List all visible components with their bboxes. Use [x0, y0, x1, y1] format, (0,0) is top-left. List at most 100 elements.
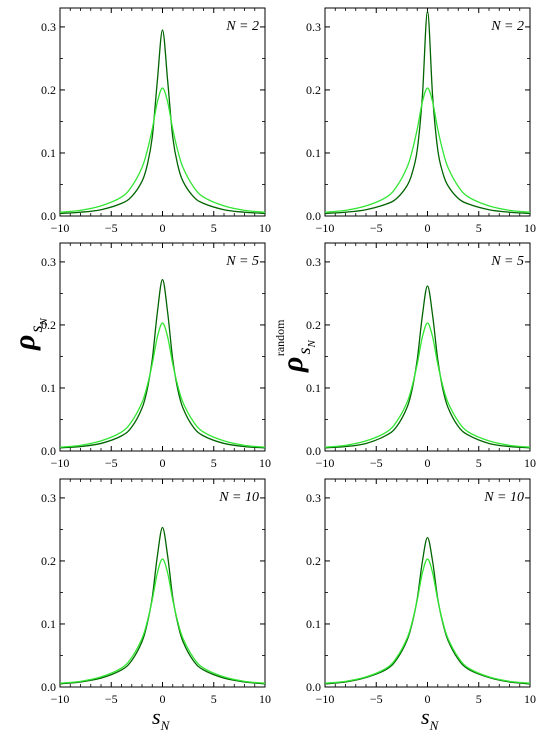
x-tick-label: −5 — [370, 221, 383, 235]
y-tick-label: 0.0 — [306, 680, 321, 694]
chart-panel-left-1: −10 −5 0 5 10 0.0 0.1 0.2 0.3 N = 2 — [41, 7, 271, 235]
x-tick-label: 5 — [211, 221, 217, 235]
x-tick-label: −10 — [316, 692, 335, 706]
x-tick-label: 5 — [211, 692, 217, 706]
y-tick-label: 0.1 — [41, 146, 56, 160]
left-x-axis-title-n: N — [160, 718, 171, 733]
y-tick-label: 0.0 — [306, 444, 321, 458]
y-tick-label: 0.3 — [41, 20, 56, 34]
right-x-axis-title-s: s — [421, 704, 430, 729]
plot-frame — [59, 7, 266, 217]
series-line-dark — [325, 536, 530, 685]
y-tick-label: 0.2 — [41, 83, 56, 97]
plot-frame — [324, 242, 531, 452]
y-tick-label: 0.0 — [41, 444, 56, 458]
y-tick-label: 0.2 — [41, 318, 56, 332]
x-tick-label: −5 — [105, 692, 118, 706]
chart-panel-right-3: −10 −5 0 5 10 0.0 0.1 0.2 0.3 N = 10 — [306, 478, 536, 706]
x-tick-label: 5 — [476, 692, 482, 706]
right-y-axis-title-s: s — [294, 348, 314, 355]
series-line-dark — [60, 526, 265, 685]
y-tick-label: 0.2 — [306, 318, 321, 332]
left-y-axis-title: ρsN — [8, 318, 50, 351]
left-x-axis-title-s: s — [152, 704, 161, 729]
panel-annotation: N = 10 — [483, 490, 524, 505]
y-tick-label: 0.2 — [306, 83, 321, 97]
y-tick-label: 0.1 — [306, 381, 321, 395]
x-tick-label: 0 — [425, 221, 431, 235]
x-tick-label: 10 — [524, 692, 536, 706]
x-tick-label: 10 — [524, 456, 536, 470]
series-line-dark — [325, 10, 530, 215]
y-tick-label: 0.1 — [41, 617, 56, 631]
series-line-light — [325, 87, 530, 213]
left-y-axis-title-n: N — [38, 318, 50, 327]
series-line-light — [325, 322, 530, 448]
series-line-dark — [60, 278, 265, 449]
chart-panel-right-2: −10 −5 0 5 10 0.0 0.1 0.2 0.3 N = 5 — [306, 242, 536, 470]
right-x-axis-title-n: N — [429, 718, 440, 733]
left-y-axis-title-s: s — [26, 326, 46, 333]
plot-frame — [59, 242, 266, 452]
x-tick-label: −5 — [105, 221, 118, 235]
y-tick-label: 0.3 — [306, 255, 321, 269]
right-x-axis-title: sN — [421, 704, 440, 733]
chart-panel-right-1: −10 −5 0 5 10 0.0 0.1 0.2 0.3 N = 2 — [306, 7, 536, 235]
y-tick-label: 0.3 — [306, 20, 321, 34]
series-line-light — [325, 558, 530, 684]
series-line-light — [60, 558, 265, 684]
x-tick-label: 10 — [259, 221, 271, 235]
y-tick-label: 0.0 — [306, 209, 321, 223]
x-tick-label: −10 — [51, 692, 70, 706]
plot-frame — [59, 478, 266, 688]
x-tick-label: 0 — [160, 692, 166, 706]
x-tick-label: 10 — [259, 692, 271, 706]
series-line-dark — [60, 29, 265, 215]
x-tick-label: 0 — [425, 692, 431, 706]
chart-panel-left-2: −10 −5 0 5 10 0.0 0.1 0.2 0.3 N = 5 — [41, 242, 271, 470]
y-tick-label: 0.3 — [306, 491, 321, 505]
series-line-light — [60, 322, 265, 448]
y-tick-label: 0.3 — [41, 255, 56, 269]
series-line-light — [60, 87, 265, 213]
x-tick-label: −5 — [370, 692, 383, 706]
panel-annotation: N = 5 — [225, 254, 259, 269]
panel-annotation: N = 2 — [225, 19, 259, 34]
right-y-axis-title: ρsNrandom — [273, 319, 318, 373]
chart-panels: −10 −5 0 5 10 0.0 0.1 0.2 0.3 N = 2 −10 −5 0 5 10 0.0 0.… — [41, 7, 536, 706]
x-tick-label: 5 — [476, 221, 482, 235]
x-tick-label: −5 — [105, 456, 118, 470]
x-tick-label: −10 — [316, 456, 335, 470]
x-tick-label: 0 — [425, 456, 431, 470]
panel-annotation: N = 10 — [218, 490, 259, 505]
x-tick-label: −10 — [51, 456, 70, 470]
left-x-axis-title: sN — [152, 704, 171, 733]
y-tick-label: 0.3 — [41, 491, 56, 505]
x-tick-label: 5 — [211, 456, 217, 470]
y-tick-label: 0.2 — [41, 554, 56, 568]
x-tick-label: −10 — [316, 221, 335, 235]
x-tick-label: −5 — [370, 456, 383, 470]
chart-panel-left-3: −10 −5 0 5 10 0.0 0.1 0.2 0.3 N = 10 — [41, 478, 271, 706]
y-tick-label: 0.1 — [306, 617, 321, 631]
x-tick-label: −10 — [51, 221, 70, 235]
panel-annotation: N = 5 — [490, 254, 524, 269]
y-tick-label: 0.0 — [41, 209, 56, 223]
y-tick-label: 0.0 — [41, 680, 56, 694]
x-tick-label: 5 — [476, 456, 482, 470]
left-y-axis-title-rho: ρ — [8, 335, 41, 351]
plot-frame — [324, 478, 531, 688]
right-y-axis-title-random: random — [273, 319, 287, 356]
right-y-axis-title-rho: ρ — [276, 357, 309, 373]
right-y-axis-title-n: N — [306, 340, 318, 349]
y-tick-label: 0.1 — [306, 146, 321, 160]
y-tick-label: 0.1 — [41, 381, 56, 395]
x-tick-label: 10 — [524, 221, 536, 235]
panel-annotation: N = 2 — [490, 19, 524, 34]
x-tick-label: 0 — [160, 456, 166, 470]
plot-frame — [324, 7, 531, 217]
x-tick-label: 10 — [259, 456, 271, 470]
series-line-dark — [325, 285, 530, 449]
x-tick-label: 0 — [160, 221, 166, 235]
